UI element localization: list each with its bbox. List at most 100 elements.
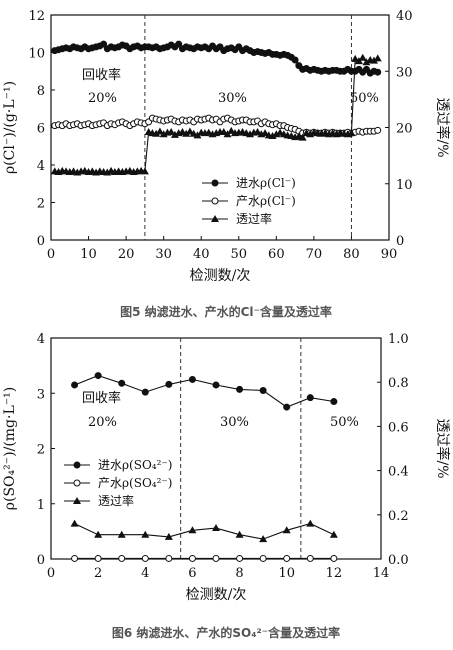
x-tick-label: 14	[373, 566, 390, 581]
y-left-tick-label: 2	[37, 197, 45, 212]
y-right-tick-label: 0.6	[388, 420, 409, 435]
y-right-tick-label: 0.2	[388, 509, 409, 524]
x-tick-label: 90	[381, 247, 398, 262]
data-point	[164, 532, 173, 540]
series-line	[74, 523, 335, 540]
figure-caption: 图6 纳滤进水、产水的SO₄²⁻含量及透过率	[112, 625, 340, 640]
data-point	[283, 554, 291, 562]
recovery-rate-label: 20%	[88, 415, 117, 430]
data-point	[259, 386, 267, 394]
data-point	[165, 380, 173, 388]
recovery-rate-label: 30%	[218, 91, 247, 106]
recovery-rate-label: 50%	[330, 415, 359, 430]
y-left-axis-label: ρ(Cl⁻)/(g·L⁻¹)	[2, 81, 18, 174]
data-point	[358, 53, 367, 61]
data-point	[155, 127, 164, 135]
x-tick-label: 0	[47, 566, 55, 581]
y-right-tick-label: 0.0	[388, 553, 409, 568]
y-right-axis-label: 透过率/%	[434, 97, 451, 157]
data-point	[347, 129, 356, 137]
data-point	[374, 126, 382, 134]
legend-marker	[211, 179, 219, 187]
recovery-rate-label: 20%	[88, 91, 117, 106]
y-right-tick-label: 1.0	[388, 332, 409, 347]
data-point	[212, 524, 220, 532]
y-left-tick-label: 2	[37, 443, 45, 458]
legend-marker	[211, 197, 219, 205]
data-point	[165, 554, 173, 562]
data-point	[94, 554, 102, 562]
legend-label: 产水ρ(Cl⁻)	[236, 194, 296, 208]
data-point	[236, 385, 244, 393]
y-left-tick-label: 1	[37, 498, 45, 513]
data-point	[212, 554, 220, 562]
y-right-tick-label: 10	[396, 178, 413, 193]
data-point	[141, 554, 149, 562]
legend-marker	[73, 479, 81, 487]
data-point	[185, 127, 194, 135]
x-tick-label: 10	[80, 247, 97, 262]
data-point	[71, 554, 79, 562]
x-tick-label: 2	[94, 566, 102, 581]
data-point	[94, 372, 102, 380]
data-point	[282, 526, 291, 534]
y-left-tick-label: 4	[37, 332, 45, 347]
x-tick-label: 70	[306, 247, 323, 262]
y-left-tick-label: 12	[28, 9, 45, 24]
x-tick-label: 50	[231, 247, 248, 262]
data-point	[117, 530, 126, 538]
data-point	[330, 398, 338, 406]
legend-label: 产水ρ(SO₄²⁻)	[98, 476, 172, 490]
data-point	[259, 554, 267, 562]
x-tick-label: 20	[118, 247, 135, 262]
x-axis-label: 检测数/次	[190, 268, 251, 284]
data-point	[306, 394, 314, 402]
data-point	[369, 56, 378, 64]
legend-label: 透过率	[98, 493, 134, 508]
data-point	[182, 129, 191, 137]
y-right-tick-label: 0.4	[388, 465, 409, 480]
recovery-rate-title: 回收率	[82, 390, 121, 406]
data-point	[259, 535, 268, 543]
data-point	[283, 403, 291, 411]
legend-label: 进水ρ(Cl⁻)	[236, 176, 296, 190]
data-point	[167, 128, 176, 135]
data-point	[141, 530, 150, 538]
x-tick-label: 40	[193, 247, 210, 262]
legend-label: 进水ρ(SO₄²⁻)	[98, 458, 172, 472]
data-point	[236, 554, 244, 562]
y-left-tick-label: 3	[37, 387, 45, 402]
figure-caption: 图5 纳滤进水、产水的Cl⁻含量及透过率	[120, 304, 332, 319]
y-right-axis-label: 透过率/%	[434, 418, 451, 478]
data-point	[373, 54, 382, 62]
recovery-rate-title: 回收率	[82, 67, 121, 83]
x-axis-label: 检测数/次	[186, 587, 247, 603]
legend-marker	[73, 497, 81, 504]
x-tick-label: 0	[47, 247, 55, 262]
x-tick-label: 4	[141, 566, 149, 581]
y-left-axis-label: ρ(SO₄²⁻)/(mg·L⁻¹)	[2, 387, 18, 510]
data-point	[212, 381, 220, 389]
x-tick-label: 8	[235, 566, 243, 581]
data-point	[94, 530, 103, 538]
data-point	[141, 388, 149, 396]
y-right-tick-label: 0.8	[388, 376, 409, 391]
data-point	[306, 554, 314, 562]
data-point	[351, 54, 360, 62]
y-right-tick-label: 0	[396, 234, 404, 249]
x-tick-label: 12	[326, 566, 343, 581]
data-point	[306, 519, 315, 527]
y-left-tick-label: 0	[37, 234, 45, 249]
data-point	[71, 381, 79, 389]
x-tick-label: 80	[343, 247, 360, 262]
data-point	[253, 128, 262, 135]
data-point	[118, 554, 126, 562]
data-point	[100, 40, 108, 48]
data-point	[219, 128, 228, 135]
x-tick-label: 60	[268, 247, 285, 262]
y-right-tick-label: 20	[396, 122, 413, 137]
data-point	[291, 56, 299, 64]
x-tick-label: 6	[188, 566, 196, 581]
x-tick-label: 10	[278, 566, 295, 581]
